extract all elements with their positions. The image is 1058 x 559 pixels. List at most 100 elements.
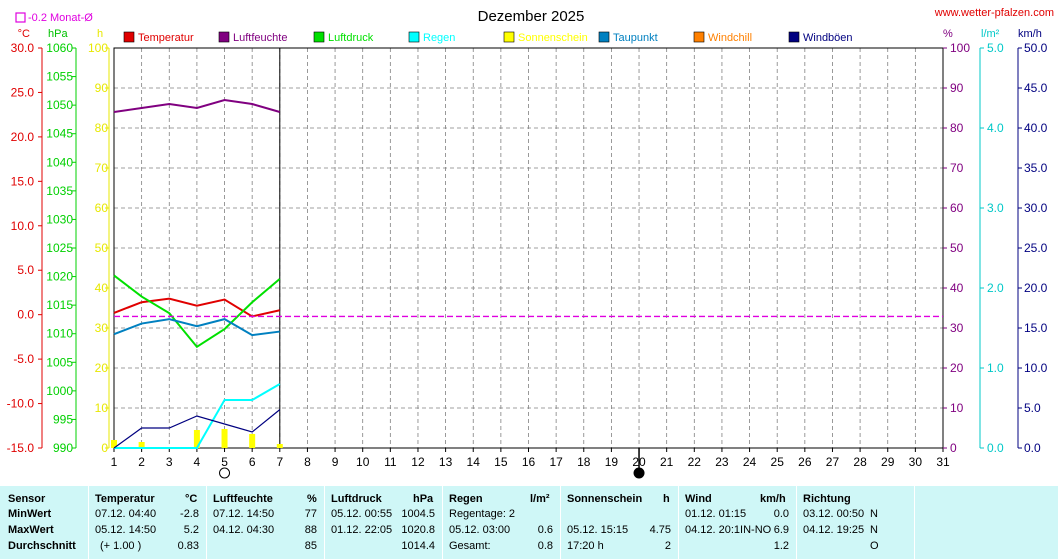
pressure-tick-label: 1035 (46, 184, 73, 198)
x-tick-label: 17 (549, 455, 563, 469)
press-unit: hPa (413, 493, 434, 505)
pressure-tick-label: 1010 (46, 327, 73, 341)
sunshine-tick-label: 40 (95, 281, 109, 295)
wind-unit: km/h (760, 493, 786, 505)
temp-header: Temperatur (95, 493, 155, 505)
rain-total: 0.8 (537, 540, 553, 552)
hum-max: 88 (304, 524, 317, 536)
rain-unit: l/m² (530, 493, 550, 505)
temperature-tick-label: 5.0 (17, 263, 34, 277)
legend-swatch (503, 31, 515, 43)
dir-min-time: 03.12. 00:50 (803, 508, 865, 520)
wind-tick-label: 30.0 (1024, 201, 1048, 215)
legend-label: Windböen (803, 32, 853, 44)
moon-phases (219, 448, 645, 479)
x-tick-label: 21 (660, 455, 674, 469)
new-moon-icon (633, 467, 645, 479)
legend-swatch (693, 31, 705, 43)
sun-unit: h (663, 493, 670, 505)
x-tick-label: 7 (276, 455, 283, 469)
humidity-tick-label: 70 (950, 161, 964, 175)
x-tick-label: 8 (304, 455, 311, 469)
wind-tick-label: 40.0 (1024, 121, 1048, 135)
pressure-tick-label: 1025 (46, 241, 73, 255)
pressure-tick-label: 1030 (46, 212, 73, 226)
row-label-min: MinWert (8, 508, 52, 520)
rain-tick-label: 0.0 (987, 441, 1004, 455)
statistics-table: Sensor MinWert MaxWert Durchschnitt Temp… (0, 486, 1058, 559)
sunshine-bar (249, 434, 256, 448)
x-tick-label: 4 (194, 455, 201, 469)
unit-celsius: °C (18, 28, 30, 40)
wind-tick-label: 45.0 (1024, 81, 1048, 95)
sunshine-tick-label: 100 (88, 41, 108, 55)
legend-swatch (218, 31, 230, 43)
x-tick-label: 14 (467, 455, 481, 469)
row-label-avg: Durchschnitt (8, 540, 76, 552)
humidity-tick-label: 100 (950, 41, 970, 55)
x-tick-label: 11 (384, 455, 397, 469)
legend-swatch (408, 31, 420, 43)
legend-label: Temperatur (138, 32, 194, 44)
chart-legend: Temperatur Luftfeuchte Luftdruck Regen Sonne… (123, 31, 853, 44)
hum-header: Luftfeuchte (213, 493, 273, 505)
press-min-time: 05.12. 00:55 (331, 508, 393, 520)
temperature-tick-label: 10.0 (11, 219, 35, 233)
dir-min: N (870, 508, 878, 520)
press-min: 1004.5 (401, 508, 435, 520)
wind-tick-label: 15.0 (1024, 321, 1048, 335)
wind-tick-label: 10.0 (1024, 361, 1048, 375)
x-tick-label: 19 (605, 455, 619, 469)
wind-tick-label: 20.0 (1024, 281, 1048, 295)
chart-grid (113, 47, 944, 449)
sunshine-bar (276, 444, 283, 448)
x-tick-label: 5 (221, 455, 228, 469)
rain-tick-label: 5.0 (987, 41, 1004, 55)
temp-max: 5.2 (183, 524, 199, 536)
x-tick-label: 1 (111, 455, 118, 469)
x-tick-label: 26 (798, 455, 812, 469)
sunshine-bar (138, 442, 145, 448)
sunshine-tick-label: 90 (95, 81, 109, 95)
pressure-tick-label: 1055 (46, 70, 73, 84)
hum-max-time: 04.12. 04:30 (213, 524, 275, 536)
sunshine-tick-label: 30 (95, 321, 109, 335)
full-moon-icon (219, 467, 231, 479)
temperature-tick-label: 25.0 (11, 85, 35, 99)
sunshine-tick-label: 70 (95, 161, 109, 175)
temp-min-time: 07.12. 04:40 (95, 508, 157, 520)
humidity-tick-label: 10 (950, 401, 964, 415)
wind-avg: 1.2 (773, 540, 789, 552)
monat-avg-label: -0.2 Monat-Ø (28, 12, 93, 24)
series-luftdruck-line (113, 274, 281, 349)
site-url[interactable]: www.wetter-pfalzen.com (934, 7, 1054, 19)
x-tick-label: 30 (909, 455, 923, 469)
x-tick-label: 22 (688, 455, 702, 469)
pressure-tick-label: 995 (53, 412, 73, 426)
rain-tick-label: 4.0 (987, 121, 1004, 135)
humidity-tick-label: 20 (950, 361, 964, 375)
dir-max: N (870, 524, 878, 536)
unit-hpa: hPa (48, 28, 68, 40)
series-luftfeuchte-line (113, 98, 281, 113)
temperature-tick-label: -15.0 (7, 441, 35, 455)
unit-lm2: l/m² (981, 28, 1000, 40)
x-tick-label: 6 (249, 455, 256, 469)
rain-max: 0.6 (537, 524, 553, 536)
rain-tick-label: 3.0 (987, 201, 1004, 215)
humidity-tick-label: 80 (950, 121, 964, 135)
pressure-tick-label: 1005 (46, 355, 73, 369)
wind-min-time: 01.12. 01:15 (685, 508, 747, 520)
dir-max-time: 04.12. 19:25 (803, 524, 865, 536)
x-tick-label: 10 (356, 455, 370, 469)
press-max-time: 01.12. 22:05 (331, 524, 393, 536)
pressure-tick-label: 1015 (46, 298, 73, 312)
wind-tick-label: 5.0 (1024, 401, 1041, 415)
temperature-tick-label: 20.0 (11, 130, 35, 144)
sun-total-label: 17:20 h (567, 540, 604, 552)
dir-avg: O (870, 540, 879, 552)
hum-min: 77 (304, 508, 317, 520)
press-max: 1020.8 (401, 524, 435, 536)
wind-tick-label: 0.0 (1024, 441, 1041, 455)
sunshine-bars (111, 429, 283, 448)
